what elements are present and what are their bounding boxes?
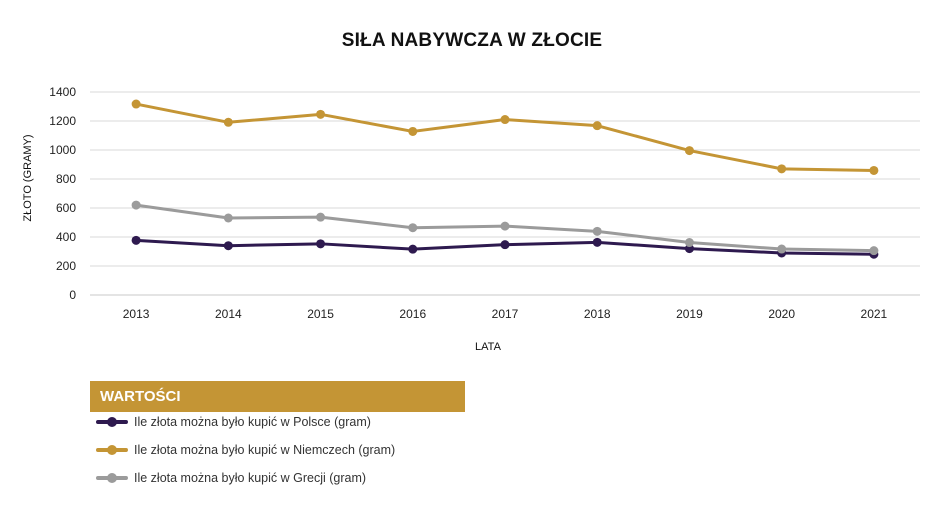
legend-swatch-niemcy (96, 440, 128, 460)
y-tick-label: 1200 (49, 114, 76, 128)
data-point (592, 226, 602, 236)
data-point (316, 109, 326, 119)
data-point (131, 99, 141, 109)
legend-item-grecja: Ile złota można było kupić w Grecji (gra… (96, 468, 366, 488)
y-axis-label: ZŁOTO (GRAMY) (22, 134, 34, 221)
axes: 0 200 400 600 800 1000 1200 1400 2013 2014 2015 201… (49, 85, 920, 321)
x-tick-label: 2019 (676, 307, 703, 321)
data-point (408, 126, 418, 136)
legend-swatch-grecja (96, 468, 128, 488)
data-point (777, 244, 787, 254)
data-point (316, 239, 326, 249)
data-point (777, 164, 787, 174)
legend-title: WARTOŚCI (90, 381, 465, 412)
data-point (869, 246, 879, 256)
x-tick-label: 2015 (307, 307, 334, 321)
data-point (223, 213, 233, 223)
y-tick-label: 400 (56, 230, 76, 244)
data-point (500, 115, 510, 125)
data-point (592, 237, 602, 247)
y-tick-label: 800 (56, 172, 76, 186)
x-tick-label: 2018 (584, 307, 611, 321)
data-point (500, 221, 510, 231)
data-point (408, 223, 418, 233)
series-line-1 (134, 102, 876, 172)
chart-title: SIŁA NABYWCZA W ZŁOCIE (341, 30, 603, 51)
x-tick-label: 2014 (215, 307, 242, 321)
y-tick-label: 200 (56, 259, 76, 273)
y-tick-label: 1400 (49, 85, 76, 99)
data-point (131, 200, 141, 210)
legend-item-polska: Ile złota można było kupić w Polsce (gra… (96, 412, 371, 432)
y-tick-label: 1000 (49, 143, 76, 157)
y-tick-label: 600 (56, 201, 76, 215)
x-tick-label: 2017 (492, 307, 519, 321)
data-point (131, 235, 141, 245)
legend-swatch-polska (96, 412, 128, 432)
data-point (316, 212, 326, 222)
x-tick-label: 2016 (399, 307, 426, 321)
data-point (223, 117, 233, 127)
data-point (223, 241, 233, 251)
x-axis-label: LATA (475, 341, 502, 353)
data-point (592, 121, 602, 131)
x-tick-label: 2021 (861, 307, 888, 321)
x-tick-label: 2020 (768, 307, 795, 321)
legend-label-niemcy: Ile złota można było kupić w Niemczech (… (134, 443, 396, 457)
y-tick-label: 0 (69, 288, 76, 302)
x-tick-label: 2013 (123, 307, 150, 321)
data-point (408, 244, 418, 254)
legend-label-grecja: Ile złota można było kupić w Grecji (gra… (134, 471, 367, 485)
data-point (684, 146, 694, 156)
series-layer (131, 99, 879, 259)
data-point (869, 165, 879, 175)
legend-item-niemcy: Ile złota można było kupić w Niemczech (… (96, 440, 395, 460)
grid-lines (90, 91, 920, 267)
legend-label-polska: Ile złota można było kupić w Polsce (gra… (134, 415, 371, 429)
data-point (684, 238, 694, 248)
data-point (500, 240, 510, 250)
